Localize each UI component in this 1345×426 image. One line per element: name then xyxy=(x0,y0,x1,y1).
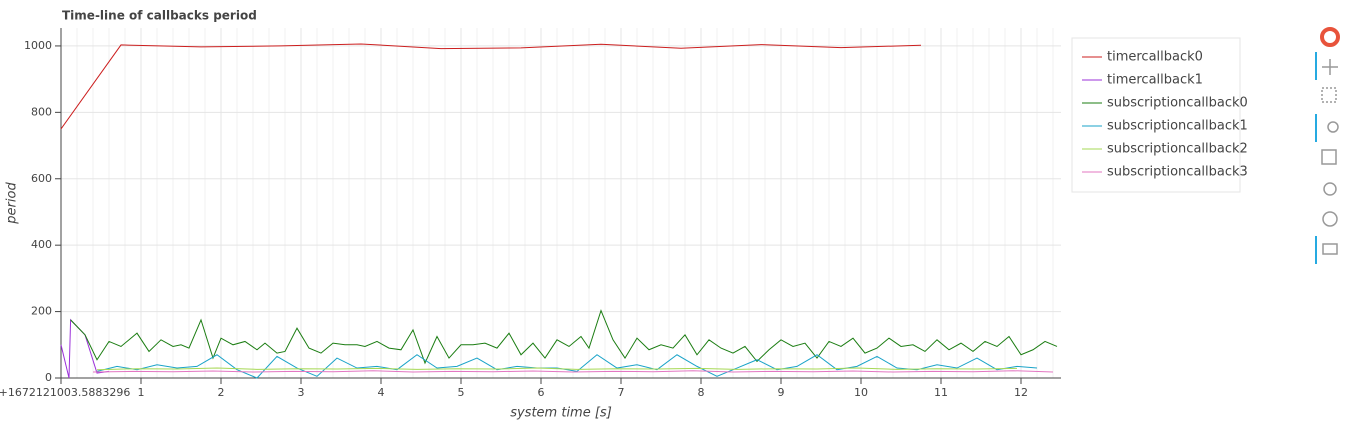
legend-label: timercallback1 xyxy=(1107,73,1203,88)
legend-label: timercallback0 xyxy=(1107,50,1203,65)
x-tick-label: 0+1672121003.5883296 xyxy=(0,386,130,399)
y-tick-label: 800 xyxy=(31,105,52,118)
y-axis-label: period xyxy=(5,182,20,225)
toolbar xyxy=(1315,27,1340,264)
y-tick-label: 400 xyxy=(31,238,52,251)
series-line xyxy=(70,309,1058,365)
wheel-zoom-icon[interactable] xyxy=(1327,121,1339,133)
x-tick-label: 9 xyxy=(778,386,785,399)
y-tick-label: 200 xyxy=(31,305,52,318)
series-line xyxy=(96,354,1038,379)
help-icon[interactable] xyxy=(1322,211,1338,227)
y-tick-label: 0 xyxy=(45,371,52,384)
x-tick-label: 8 xyxy=(698,386,705,399)
x-tick-label: 4 xyxy=(378,386,385,399)
legend-label: subscriptioncallback1 xyxy=(1107,119,1248,134)
x-tick-label: 2 xyxy=(218,386,225,399)
series-line xyxy=(60,43,922,130)
x-tick-label: 1 xyxy=(138,386,145,399)
pan-icon[interactable] xyxy=(1322,59,1338,75)
x-axis-label: system time [s] xyxy=(510,406,612,421)
legend-label: subscriptioncallback3 xyxy=(1107,165,1248,180)
x-tick-label: 11 xyxy=(934,386,948,399)
x-tick-label: 12 xyxy=(1014,386,1028,399)
x-tick-label: 6 xyxy=(538,386,545,399)
reset-icon[interactable] xyxy=(1323,182,1337,196)
x-tick-label: 10 xyxy=(854,386,868,399)
hover-icon[interactable] xyxy=(1322,243,1338,255)
x-tick-label: 7 xyxy=(618,386,625,399)
series-line xyxy=(96,367,1018,371)
logo xyxy=(1320,27,1340,47)
box-zoom-icon[interactable] xyxy=(1321,87,1337,103)
x-tick-label: 5 xyxy=(458,386,465,399)
legend-label: subscriptioncallback2 xyxy=(1107,142,1248,157)
x-tick-label: 3 xyxy=(298,386,305,399)
legend-label: subscriptioncallback0 xyxy=(1107,96,1248,111)
chart-title: Time-line of callbacks period xyxy=(62,9,257,23)
y-tick-label: 600 xyxy=(31,172,52,185)
save-icon[interactable] xyxy=(1321,149,1337,165)
y-tick-label: 1000 xyxy=(24,39,52,52)
series-line xyxy=(92,370,1054,373)
legend-box xyxy=(1071,37,1241,193)
